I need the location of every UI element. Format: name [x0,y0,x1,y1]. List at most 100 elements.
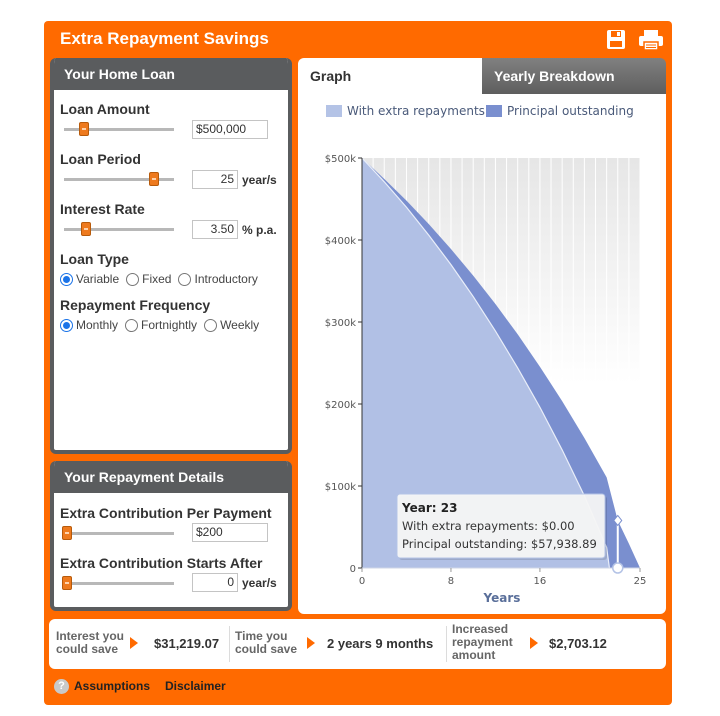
increased-repayment-label: Increased repayment amount [452,623,513,662]
extra-contribution-input[interactable]: $200 [192,523,268,542]
area-with-extra-repayments [362,158,610,568]
loan-type-options: Variable Fixed Introductory [60,272,265,286]
help-icon[interactable]: ? [54,679,69,694]
summary-divider [229,626,230,662]
starts-after-slider-handle[interactable] [62,576,72,590]
home-loan-heading: Your Home Loan [54,58,288,90]
interest-rate-slider[interactable] [64,228,174,231]
increased-repayment-value: $2,703.12 [549,636,607,651]
tooltip-line-principal: Principal outstanding: $57,938.89 [402,537,597,551]
savings-summary: Interest you could save $31,219.07 Time … [49,619,666,669]
arrow-right-icon [130,637,138,649]
calculator-title: Extra Repayment Savings [60,29,269,48]
loan-type-introductory[interactable]: Introductory [178,272,258,286]
radio-weekly[interactable] [204,318,218,332]
loan-period-unit: year/s [242,173,277,187]
assumptions-link[interactable]: Assumptions [74,679,151,693]
summary-divider [446,626,447,662]
loan-type-fixed-label: Fixed [142,272,172,286]
chart-legend: With extra repayments Principal outstand… [326,104,634,118]
tab-graph[interactable]: Graph [298,58,482,94]
starts-after-unit: year/s [242,576,277,590]
starts-after-slider[interactable] [64,582,174,585]
marker-principal [613,514,623,527]
x-tick-label: 25 [634,576,647,587]
legend-label-extra[interactable]: With extra repayments [347,104,485,118]
loan-type-fixed[interactable]: Fixed [126,272,171,286]
extra-contribution-label: Extra Contribution Per Payment [60,505,272,521]
interest-rate-unit: % p.a. [242,223,277,237]
repayment-chart: With extra repayments Principal outstand… [325,104,647,605]
tab-yearly-breakdown[interactable]: Yearly Breakdown [482,58,666,94]
radio-fortnightly[interactable] [125,318,139,332]
legend-swatch-principal[interactable] [486,105,502,117]
loan-amount-label: Loan Amount [60,101,150,117]
loan-period-slider-handle[interactable] [149,172,159,186]
loan-period-label: Loan Period [60,151,141,167]
interest-save-label-line1: Interest you [56,629,125,643]
loan-type-label: Loan Type [60,251,129,267]
tooltip-box [396,493,606,559]
arrow-right-icon [307,637,315,649]
time-save-label-line1: Time you [235,629,288,643]
interest-save-label: Interest you could save [56,630,124,656]
loan-amount-input[interactable]: $500,000 [192,120,268,139]
frequency-monthly[interactable]: Monthly [60,318,118,332]
loan-amount-slider-handle[interactable] [79,122,89,136]
tooltip-title: Year: 23 [401,501,457,515]
repayment-frequency-options: Monthly Fortnightly Weekly [60,318,266,332]
y-tick-label: $500k [325,154,356,165]
y-tick-label: 0 [350,564,356,575]
y-tick-label: $100k [325,482,356,493]
interest-save-value: $31,219.07 [154,636,220,651]
marker-extra [612,562,624,574]
x-axis-title: Years [483,591,521,605]
time-save-label-line2: could save [235,642,298,656]
loan-type-variable[interactable]: Variable [60,272,119,286]
y-tick-label: $400k [325,236,356,247]
y-tick-label: $300k [325,318,356,329]
radio-introductory[interactable] [178,272,192,286]
radio-monthly[interactable] [60,318,73,332]
disclaimer-link[interactable]: Disclaimer [165,679,226,693]
frequency-weekly[interactable]: Weekly [204,318,259,332]
graph-panel: With extra repayments Principal outstand… [298,94,666,614]
frequency-monthly-label: Monthly [76,318,119,332]
time-save-value: 2 years 9 months [327,636,434,651]
legend-label-principal[interactable]: Principal outstanding [507,104,634,118]
starts-after-input[interactable]: 0 [192,573,238,592]
x-tick-label: 0 [359,576,365,587]
arrow-right-icon [530,637,538,649]
loan-type-variable-label: Variable [76,272,120,286]
loan-period-input[interactable]: 25 [192,170,238,189]
extra-contribution-slider[interactable] [64,532,174,535]
increased-repayment-label-line2: repayment [452,635,513,649]
increased-repayment-label-line1: Increased [452,622,509,636]
repayment-details-panel: Your Repayment Details Extra Contributio… [50,461,292,611]
interest-rate-label: Interest Rate [60,201,145,217]
y-tick-label: $200k [325,400,356,411]
time-save-label: Time you could save [235,630,297,656]
frequency-weekly-label: Weekly [220,318,260,332]
radio-fixed[interactable] [126,272,140,286]
loan-period-slider[interactable] [64,178,174,181]
repayment-details-heading: Your Repayment Details [54,461,288,493]
interest-rate-input[interactable]: 3.50 [192,220,238,239]
starts-after-label: Extra Contribution Starts After [60,555,263,571]
interest-rate-slider-handle[interactable] [81,222,91,236]
x-tick-label: 16 [534,576,547,587]
frequency-fortnightly-label: Fortnightly [141,318,198,332]
print-icon[interactable] [638,29,664,51]
save-icon[interactable] [606,29,628,51]
frequency-fortnightly[interactable]: Fortnightly [125,318,197,332]
extra-contribution-slider-handle[interactable] [62,526,72,540]
home-loan-panel: Your Home Loan Loan Amount $500,000 Loan… [50,58,292,454]
legend-swatch-extra[interactable] [326,105,342,117]
increased-repayment-label-line3: amount [452,648,496,662]
loan-amount-slider[interactable] [64,128,174,131]
radio-variable[interactable] [60,272,73,286]
x-tick-label: 8 [448,576,454,587]
loan-type-introductory-label: Introductory [194,272,258,286]
extra-repayment-calculator: Extra Repayment Savings Your Home Loan L… [44,21,672,705]
tooltip-line-extra: With extra repayments: $0.00 [402,519,575,533]
